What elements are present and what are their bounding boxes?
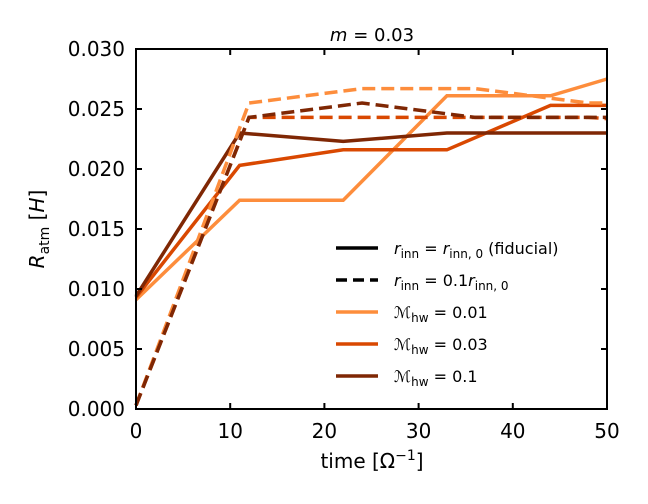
y-tick-label: 0.020 [68,157,125,181]
x-tick-label: 10 [217,419,242,443]
legend-label: ℳhw = 0.01 [394,303,488,325]
chart-title: m = 0.03 [330,25,414,46]
y-tick-label: 0.030 [68,37,125,61]
y-tick-label: 0.000 [68,397,125,421]
x-axis-label: time [Ω−1] [320,448,423,473]
legend-label: rinn = rinn, 0 (fiducial) [394,239,559,261]
series-line-4 [134,115,608,407]
legend-label: ℳhw = 0.03 [394,335,488,357]
legend-label: rinn = 0.1rinn, 0 [394,271,509,293]
series-line-3 [134,86,607,407]
legend-label: ℳhw = 0.1 [394,367,478,389]
x-tick-label: 20 [312,419,337,443]
ticks-layer: 0 10 20 30 40 50 0.000 0.005 0.010 0.015 0.020 0.02… [68,37,620,443]
series-line-0 [134,77,608,302]
x-tick-label: 50 [594,419,619,443]
x-tick-label: 0 [130,419,143,443]
y-axis-label: Ratm [H] [25,190,53,269]
legend: rinn = rinn, 0 (fiducial) rinn = 0.1rinn,… [336,239,559,389]
x-tick-label: 30 [406,419,431,443]
y-tick-label: 0.005 [68,337,125,361]
y-tick-label: 0.025 [68,97,125,121]
x-tick-label: 40 [500,419,525,443]
series-line-5 [134,101,607,407]
y-tick-label: 0.015 [68,217,125,241]
y-tick-label: 0.010 [68,277,125,301]
series-line-2 [134,131,607,298]
series-layer [134,77,608,407]
